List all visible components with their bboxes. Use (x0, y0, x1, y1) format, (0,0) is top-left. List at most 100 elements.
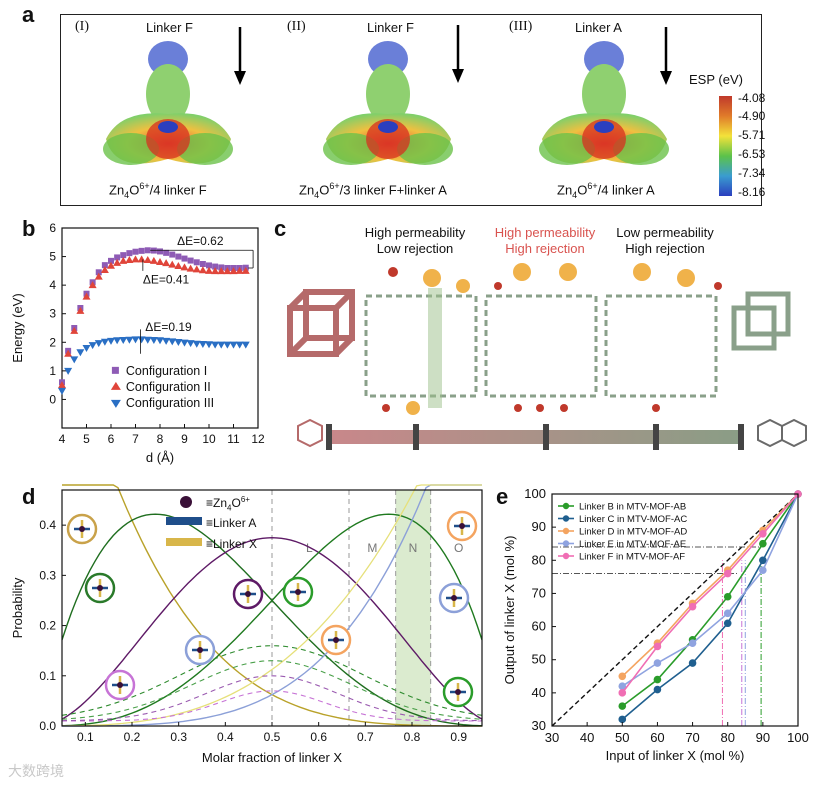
lattice-1-icon (364, 288, 478, 408)
point-2 (205, 341, 213, 349)
point-1 (88, 281, 97, 289)
series-point-3 (759, 566, 767, 575)
ytick-label-e: 100 (524, 486, 546, 501)
top-label-2: Linker F (367, 20, 414, 35)
point-2 (217, 341, 226, 349)
series-point-4 (653, 642, 662, 651)
xtick-label-b: 9 (181, 432, 188, 446)
legend-zn: ≡Zn4O6+ (206, 495, 250, 513)
series-point-0 (618, 702, 627, 710)
point-1 (174, 262, 183, 269)
point-2 (64, 367, 73, 375)
xtick-label-d: 0.1 (77, 730, 94, 744)
ytick-label-b: 2 (49, 335, 56, 349)
xtick-label-b: 12 (251, 432, 265, 446)
series-point-0 (759, 539, 767, 548)
colorbar-tick-0: -4.08 (738, 91, 766, 105)
point-2 (131, 336, 140, 344)
legend-linker-a-icon (166, 517, 202, 525)
legend-label-e: Linker C in MTV-MOF-AC (579, 514, 687, 525)
point-1 (58, 381, 66, 389)
legend-linker-x-icon (166, 538, 202, 546)
point-1 (168, 260, 177, 268)
down-arrow-3 (660, 27, 672, 85)
point-2 (76, 349, 85, 357)
region-n-shade (395, 490, 431, 726)
linker-ring-icon (459, 523, 465, 529)
legend-marker-b (110, 399, 121, 408)
point-0 (138, 247, 145, 254)
xtick-label-b: 6 (108, 432, 115, 446)
point-2 (235, 341, 244, 349)
xtick-label-b: 5 (83, 432, 90, 446)
point-1 (107, 261, 115, 269)
xtick-label-b: 8 (157, 432, 164, 446)
point-2 (211, 341, 220, 349)
molecule-right-icon (757, 418, 807, 448)
point-0 (199, 261, 206, 267)
plot-frame-e (551, 493, 799, 727)
point-0 (163, 249, 170, 256)
linker-ring-icon (79, 526, 85, 532)
xtick-label-b: 4 (59, 432, 66, 446)
ytick-label-b: 5 (49, 250, 56, 264)
point-1 (113, 258, 122, 266)
point-2 (82, 345, 91, 352)
series-point-0 (653, 675, 662, 684)
point-2 (88, 342, 97, 350)
series-point-1 (723, 619, 732, 628)
point-1 (217, 267, 226, 275)
ytick-label-e: 60 (532, 619, 546, 634)
xtick-label-d: 0.4 (217, 730, 234, 744)
ytick-label-e: 40 (532, 685, 546, 700)
column-heading-1: High permeability Low rejection (364, 225, 466, 256)
xtick-label-e: 70 (685, 730, 699, 745)
panel-label-e: e (496, 484, 509, 509)
point-2 (229, 341, 238, 349)
point-2 (137, 336, 146, 344)
point-0 (108, 257, 114, 264)
point-1 (223, 267, 232, 275)
point-0 (181, 255, 188, 262)
xtick-label-e: 90 (756, 730, 770, 745)
point-0 (169, 251, 176, 258)
xlabel-b: d (Å) (146, 450, 174, 465)
linker-ring-icon (455, 689, 461, 695)
point-1 (131, 255, 140, 263)
point-1 (149, 256, 158, 264)
panel-c-illustration (287, 263, 807, 450)
xtick-label-d: 0.7 (357, 730, 374, 744)
point-1 (229, 267, 238, 275)
point-2 (186, 340, 195, 348)
point-1 (235, 266, 244, 274)
roman-numeral-1: (I) (75, 19, 89, 34)
point-1 (162, 259, 171, 267)
ytick-label-d: 0.4 (39, 518, 56, 532)
ytick-label-d: 0.3 (39, 568, 56, 582)
linker-ring-icon (245, 591, 251, 597)
annotation-2: ΔE=0.41 (143, 273, 190, 287)
xtick-label-d: 0.9 (450, 730, 467, 744)
point-0 (175, 253, 182, 260)
panel-label-a: a (22, 2, 35, 27)
xtick-label-e: 40 (580, 730, 594, 745)
region-label-N: N (409, 541, 418, 555)
column-heading-3: Low permeability High rejection (616, 225, 714, 256)
point-0 (114, 254, 121, 261)
ytick-label-e: 30 (532, 718, 546, 733)
point-2 (241, 341, 250, 349)
ytick-label-b: 6 (49, 221, 56, 235)
ytick-label-b: 1 (49, 364, 56, 378)
ytick-label-e: 80 (532, 552, 546, 567)
series-line-3 (621, 493, 799, 687)
point-2 (143, 336, 152, 344)
point-2 (174, 339, 183, 346)
linker-ring-icon (197, 647, 203, 653)
watermark: 大数跨境 (8, 763, 64, 779)
down-arrow-2 (452, 25, 464, 83)
panel-label-d: d (22, 484, 36, 509)
annotation-1: ΔE=0.62 (177, 234, 224, 248)
chart-e: 30 40 50 60 70 80 90 100 30 40 50 60 70 80 90 100 Input … (502, 486, 809, 763)
lattice-2-icon (484, 294, 598, 398)
